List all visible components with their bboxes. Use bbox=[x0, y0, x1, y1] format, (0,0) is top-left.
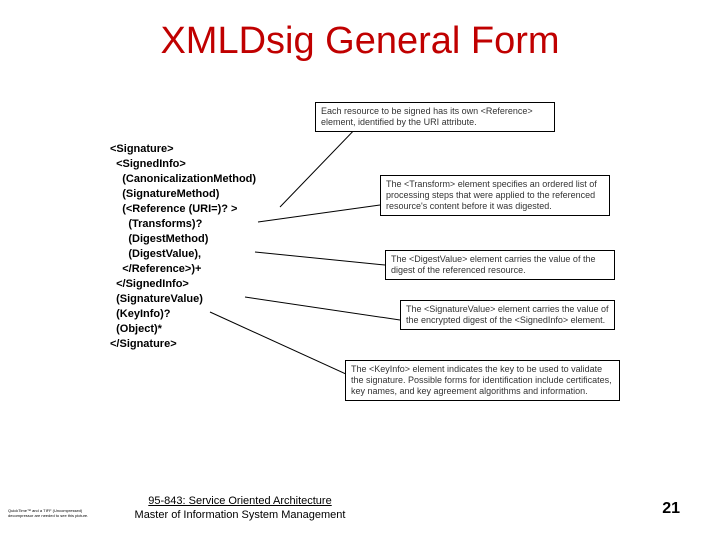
xml-structure: <Signature> <SignedInfo> (Canonicalizati… bbox=[110, 142, 256, 352]
slide-title: XMLDsig General Form bbox=[0, 20, 720, 63]
code-line: <SignedInfo> bbox=[110, 158, 186, 170]
callout-keyinfo: The <KeyInfo> element indicates the key … bbox=[345, 360, 620, 401]
code-line: (SignatureMethod) bbox=[110, 188, 219, 200]
callout-reference: Each resource to be signed has its own <… bbox=[315, 102, 555, 132]
page-number: 21 bbox=[662, 500, 680, 518]
quicktime-placeholder: QuickTime™ and a TIFF (Uncompressed) dec… bbox=[8, 508, 98, 518]
code-line: (<Reference (URI=)? > bbox=[110, 203, 237, 215]
footer-course: 95-843: Service Oriented Architecture Ma… bbox=[110, 494, 370, 522]
code-line: <Signature> bbox=[110, 143, 174, 155]
code-line: (DigestMethod) bbox=[110, 233, 208, 245]
code-line: (SignatureValue) bbox=[110, 293, 203, 305]
code-line: (DigestValue), bbox=[110, 248, 201, 260]
callout-signaturevalue: The <SignatureValue> element carries the… bbox=[400, 300, 615, 330]
program-name: Master of Information System Management bbox=[135, 509, 346, 521]
callout-digestvalue: The <DigestValue> element carries the va… bbox=[385, 250, 615, 280]
code-line: </Reference>)+ bbox=[110, 263, 201, 275]
code-line: (Object)* bbox=[110, 323, 162, 335]
diagram-area: <Signature> <SignedInfo> (Canonicalizati… bbox=[110, 110, 670, 450]
code-line: (CanonicalizationMethod) bbox=[110, 173, 256, 185]
code-line: (Transforms)? bbox=[110, 218, 202, 230]
code-line: </SignedInfo> bbox=[110, 278, 189, 290]
callout-transform: The <Transform> element specifies an ord… bbox=[380, 175, 610, 216]
code-line: </Signature> bbox=[110, 338, 177, 350]
code-line: (KeyInfo)? bbox=[110, 308, 171, 320]
course-code: 95-843: Service Oriented Architecture bbox=[148, 495, 331, 507]
